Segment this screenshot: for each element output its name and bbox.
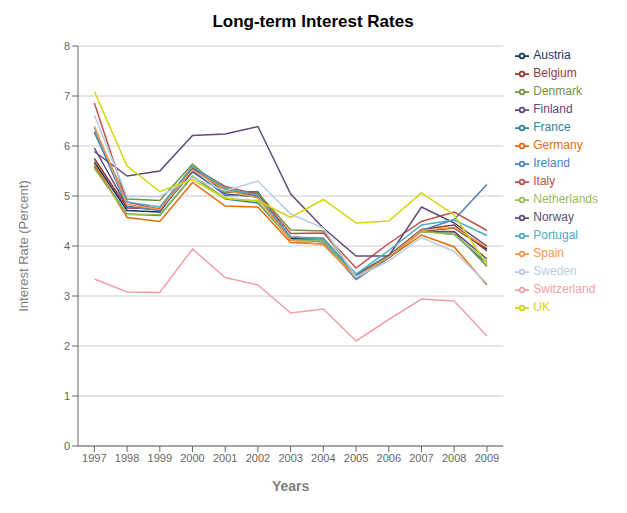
svg-text:Years: Years — [272, 478, 310, 494]
svg-text:2002: 2002 — [246, 452, 270, 464]
html-text:Italy: Italy — [533, 174, 556, 188]
svg-text:1998: 1998 — [115, 452, 139, 464]
svg-text:2000: 2000 — [180, 452, 204, 464]
html-text:Germany: Germany — [533, 138, 583, 152]
html-text:France: France — [533, 120, 571, 134]
html-text:Long-term Interest Rates: Long-term Interest Rates — [212, 12, 414, 31]
svg-text:2001: 2001 — [213, 452, 237, 464]
svg-text:7: 7 — [64, 90, 70, 102]
html-text:Ireland: Ireland — [533, 156, 570, 170]
html-text:Sweden: Sweden — [533, 264, 577, 278]
svg-text:1997: 1997 — [82, 452, 106, 464]
html-text:Denmark: Denmark — [533, 84, 582, 98]
html-text:Finland: Finland — [533, 102, 573, 116]
svg-text:2008: 2008 — [442, 452, 466, 464]
svg-text:4: 4 — [64, 240, 70, 252]
svg-text:Interest Rate (Percent): Interest Rate (Percent) — [16, 180, 31, 312]
svg-text:5: 5 — [64, 190, 70, 202]
html-text:Belgium: Belgium — [533, 66, 577, 80]
svg-text:2004: 2004 — [311, 452, 335, 464]
svg-text:1999: 1999 — [148, 452, 172, 464]
html-text:UK: UK — [533, 300, 550, 314]
html-text:Spain: Spain — [533, 246, 564, 260]
html-text:Switzerland: Switzerland — [533, 282, 596, 296]
svg-text:2003: 2003 — [278, 452, 302, 464]
html-text:Netherlands: Netherlands — [533, 192, 598, 206]
svg-text:6: 6 — [64, 140, 70, 152]
svg-text:0: 0 — [64, 440, 70, 452]
svg-text:1: 1 — [64, 390, 70, 402]
svg-text:2006: 2006 — [377, 452, 401, 464]
svg-text:2: 2 — [64, 340, 70, 352]
svg-text:2007: 2007 — [409, 452, 433, 464]
svg-text:3: 3 — [64, 290, 70, 302]
svg-text:2009: 2009 — [475, 452, 499, 464]
svg-text:2005: 2005 — [344, 452, 368, 464]
html-text:Portugal: Portugal — [533, 228, 578, 242]
html-text:Austria: Austria — [533, 48, 571, 62]
html-text:Norway: Norway — [533, 210, 574, 224]
svg-text:8: 8 — [64, 40, 70, 52]
